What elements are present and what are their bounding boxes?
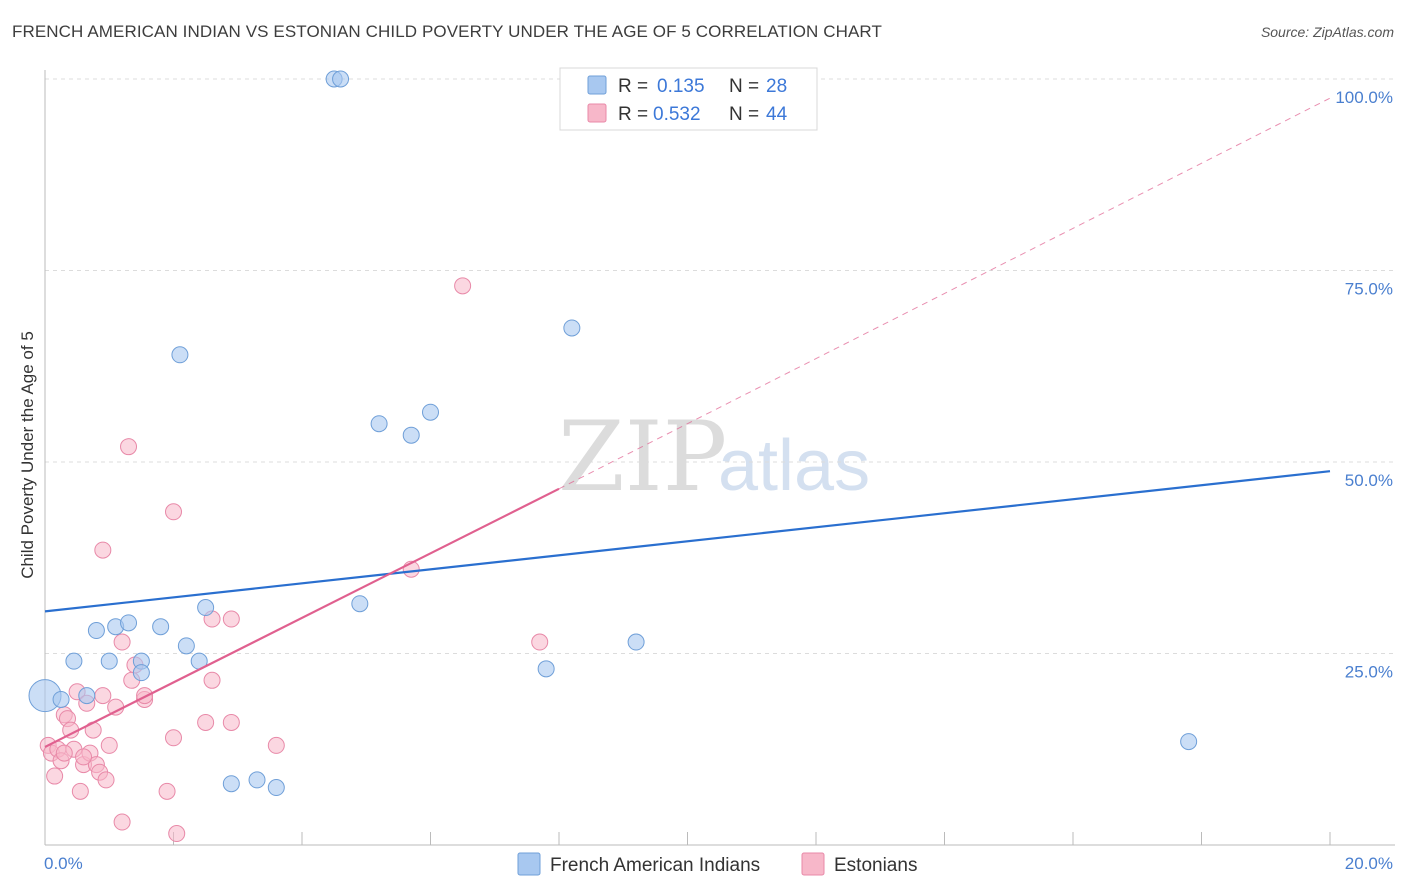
x-tick-labels: 0.0% 20.0% xyxy=(44,854,1393,873)
x-tick-label-20: 20.0% xyxy=(1345,854,1393,873)
trend-extension-estonians xyxy=(558,97,1331,490)
french-american-indians-point-4 xyxy=(87,622,105,640)
watermark: ZIP atlas xyxy=(558,401,870,513)
french-american-indians-point-24 xyxy=(537,660,555,678)
french-american-indians-point-15 xyxy=(222,775,240,793)
estonians-point-24 xyxy=(120,438,138,456)
legend-n-value-1: 28 xyxy=(766,76,787,97)
french-american-indians-point-2 xyxy=(65,652,83,670)
french-american-indians-point-11 xyxy=(171,346,189,364)
legend-swatch-french-american-indians xyxy=(517,852,541,876)
trend-lines xyxy=(44,97,1331,748)
estonians-point-37 xyxy=(222,610,240,628)
french-american-indians-point-1 xyxy=(52,690,70,708)
estonians-point-38 xyxy=(267,736,285,754)
estonians-point-10 xyxy=(71,782,89,800)
gridlines xyxy=(45,78,1395,654)
french-american-indians-point-12 xyxy=(177,637,195,655)
french-american-indians-point-23 xyxy=(422,403,439,421)
french-american-indians-point-27 xyxy=(1180,733,1198,751)
estonians-point-28 xyxy=(136,687,154,705)
y-tick-label-25: 25.0% xyxy=(1345,663,1393,682)
legend-n-value-2: 44 xyxy=(766,104,788,125)
french-american-indians-point-7 xyxy=(120,614,138,632)
chart-source: Source: ZipAtlas.com xyxy=(1260,24,1394,40)
estonians-point-29 xyxy=(158,782,176,800)
french-american-indians-point-3 xyxy=(78,687,96,705)
estonians-point-2 xyxy=(46,767,64,785)
trend-line-french-american-indians xyxy=(44,470,1331,613)
estonians-point-30 xyxy=(165,503,182,521)
french-american-indians-point-20 xyxy=(351,595,369,613)
french-american-indians-point-5 xyxy=(100,652,118,670)
estonians-point-17 xyxy=(94,687,112,705)
estonians-point-42 xyxy=(55,744,73,762)
watermark-atlas: atlas xyxy=(718,426,870,506)
estonians-point-32 xyxy=(168,825,186,843)
french-american-indians-point-25 xyxy=(563,319,581,337)
estonians-point-40 xyxy=(454,277,472,295)
french-american-indians-point-26 xyxy=(627,633,645,651)
watermark-zip: ZIP xyxy=(558,401,727,513)
estonians-point-34 xyxy=(203,671,221,689)
legend-swatch-estonians xyxy=(801,852,825,876)
y-tick-label-50: 50.0% xyxy=(1345,471,1393,490)
french-american-indians-point-22 xyxy=(402,426,420,444)
estonians-point-18 xyxy=(94,541,112,559)
estonians-point-41 xyxy=(531,633,549,651)
legend-r-value-1: 0.135 xyxy=(657,76,705,97)
y-axis-title: Child Poverty Under the Age of 5 xyxy=(18,331,37,579)
estonians-point-21 xyxy=(107,698,125,716)
y-tick-label-100: 100.0% xyxy=(1335,88,1393,107)
legend-label-french-american-indians: French American Indians xyxy=(550,855,760,876)
french-american-indians-point-9 xyxy=(132,664,150,682)
legend-r-label-2: R = xyxy=(618,104,648,125)
legend-label-estonians: Estonians xyxy=(834,855,917,876)
estonians-point-19 xyxy=(97,771,115,789)
x-tick-label-0: 0.0% xyxy=(44,854,83,873)
french-american-indians-point-19 xyxy=(332,70,350,88)
estonians-points xyxy=(39,277,549,843)
french-american-indians-point-16 xyxy=(248,771,266,789)
x-ticks xyxy=(44,832,1331,845)
trend-line-estonians xyxy=(44,487,560,748)
estonians-point-43 xyxy=(75,748,93,766)
series-legend: French American Indians Estonians xyxy=(517,852,917,876)
french-american-indians-point-14 xyxy=(197,599,215,617)
estonians-point-23 xyxy=(113,633,131,651)
legend-n-label-1: N = xyxy=(729,76,759,97)
legend-swatch-blue xyxy=(587,75,607,95)
legend-n-label-2: N = xyxy=(729,104,759,125)
correlation-legend: R = 0.135 N = 28 R = 0.532 N = 44 xyxy=(559,67,818,131)
axes xyxy=(44,70,1395,846)
french-american-indians-point-10 xyxy=(152,618,170,636)
estonians-point-33 xyxy=(197,713,215,731)
y-tick-labels: 25.0% 50.0% 75.0% 100.0% xyxy=(1335,88,1393,682)
french-american-indians-points xyxy=(28,70,1198,797)
estonians-point-36 xyxy=(222,713,240,731)
chart-title: FRENCH AMERICAN INDIAN VS ESTONIAN CHILD… xyxy=(12,22,882,41)
legend-swatch-pink xyxy=(587,103,607,123)
y-tick-label-75: 75.0% xyxy=(1345,280,1393,299)
estonians-point-20 xyxy=(100,736,118,754)
estonians-point-31 xyxy=(165,729,182,747)
french-american-indians-point-21 xyxy=(370,415,388,433)
estonians-point-22 xyxy=(113,813,131,831)
legend-r-value-2: 0.532 xyxy=(653,104,701,125)
legend-r-label-1: R = xyxy=(618,76,648,97)
french-american-indians-point-17 xyxy=(267,779,285,797)
